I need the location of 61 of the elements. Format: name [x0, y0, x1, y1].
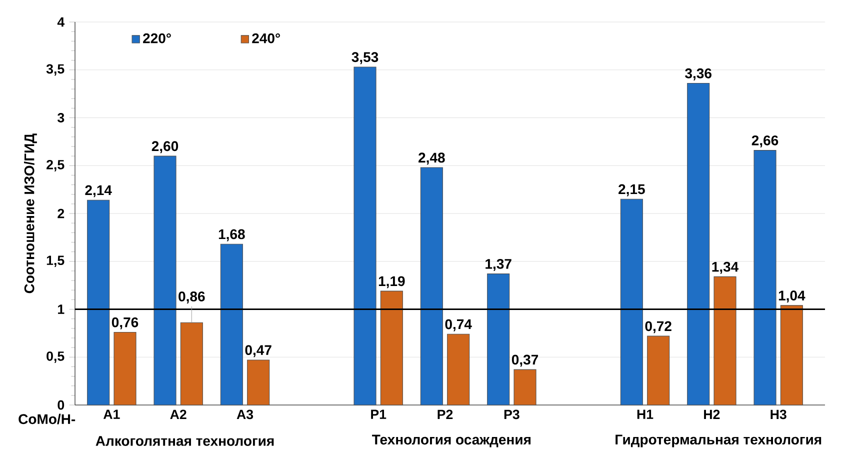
- data-label: 1,68: [218, 229, 245, 242]
- bar: [154, 156, 176, 406]
- y-tick-label: 2,5: [46, 160, 64, 172]
- x-tick-label: Н1: [637, 410, 654, 419]
- text: Гидротермальная технология: [616, 434, 822, 448]
- data-label: 3,53: [352, 52, 378, 64]
- data-label: 0,76: [112, 317, 138, 330]
- bar: [247, 360, 270, 406]
- data-label: 2,66: [752, 135, 778, 148]
- y-tick-label: 4: [57, 17, 65, 27]
- data-label: 0,86: [178, 292, 205, 304]
- data-label: 0,47: [245, 345, 272, 358]
- x-tick-label: Р3: [504, 410, 520, 420]
- data-label: 0,37: [512, 354, 538, 367]
- y-tick-label: 0: [58, 400, 64, 410]
- data-label: 1,19: [378, 276, 405, 288]
- y-tick-label: 2: [58, 208, 64, 218]
- x-tick-label: Н3: [770, 410, 786, 420]
- bar: [714, 276, 736, 406]
- data-label: 2,48: [418, 152, 445, 165]
- bar: [514, 369, 536, 406]
- data-label: 0,72: [645, 321, 672, 334]
- bar: [354, 66, 376, 406]
- data-label: 0,74: [445, 319, 472, 332]
- y-tick-label: 3: [58, 113, 64, 122]
- bar: [114, 332, 136, 406]
- data-label: 1,04: [778, 290, 806, 302]
- bar: [620, 198, 643, 406]
- text: Технология осаждения: [372, 434, 530, 448]
- data-label: 2,14: [85, 185, 112, 198]
- data-label: 2,15: [618, 184, 645, 196]
- x-tick-label: А1: [103, 410, 120, 419]
- x-tick-label: А3: [236, 410, 254, 420]
- bar: [220, 244, 243, 406]
- bar: [87, 200, 110, 406]
- y-tick-label: 3,5: [46, 64, 64, 76]
- legend-label: 240°: [252, 33, 280, 44]
- text: Алкоголятная технология: [96, 436, 274, 446]
- text: CoMo/H-: [18, 414, 76, 424]
- x-tick-label: А2: [170, 410, 186, 420]
- data-label: 1,37: [486, 258, 512, 271]
- bar: [754, 150, 776, 406]
- x-tick-label: Н2: [704, 410, 720, 420]
- x-tick-label: Р2: [438, 410, 453, 420]
- x-tick-label: Р1: [371, 410, 386, 419]
- y-tick-label: 1: [58, 304, 64, 314]
- data-label: 3,36: [685, 68, 712, 80]
- bar: [647, 336, 670, 406]
- bar: [180, 322, 203, 406]
- y-tick-label: 0,5: [46, 351, 64, 363]
- data-label: 2,60: [152, 141, 178, 154]
- bar: [420, 167, 443, 406]
- y-axis-title: Соотношение ИЗО/ГИД: [24, 134, 37, 294]
- bar: [780, 305, 803, 406]
- data-label: 1,34: [712, 262, 739, 274]
- legend-label: 220°: [143, 33, 171, 44]
- bar: [487, 274, 510, 406]
- y-tick-label: 1,5: [46, 256, 64, 267]
- bar: [380, 290, 403, 406]
- bar: [687, 83, 710, 406]
- bar: [447, 334, 470, 406]
